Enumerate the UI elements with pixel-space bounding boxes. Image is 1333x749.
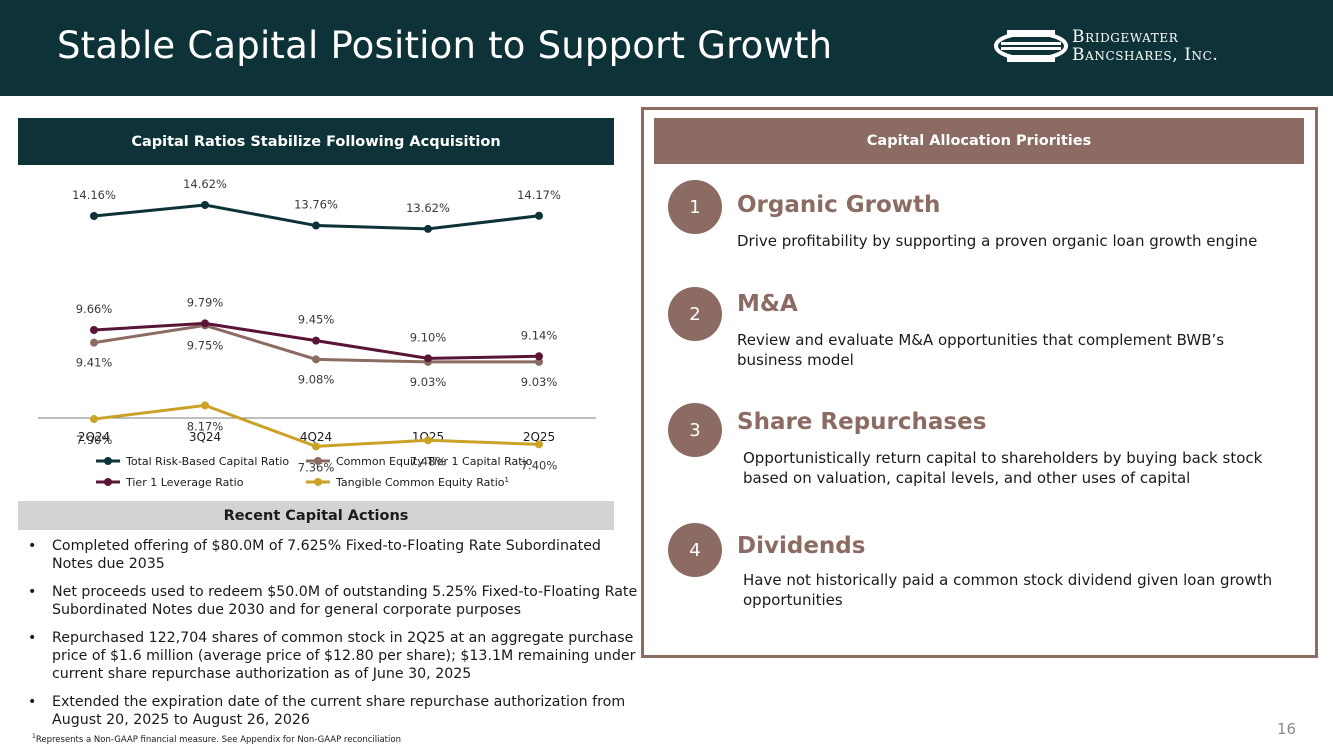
chart-banner: Capital Ratios Stabilize Following Acqui…	[18, 118, 614, 165]
priority-title: Dividends	[737, 533, 866, 559]
data-label: 7.36%	[298, 460, 335, 474]
priorities-banner: Capital Allocation Priorities	[654, 118, 1304, 164]
data-point	[312, 336, 320, 345]
data-point	[424, 224, 432, 233]
header-bar: Stable Capital Position to Support Growt…	[0, 0, 1333, 96]
bullet-icon: •	[28, 694, 37, 710]
footnote-marker: 1	[32, 733, 36, 740]
data-label: 9.41%	[76, 356, 113, 370]
data-label: 13.62%	[406, 201, 450, 215]
priorities-panel: Capital Allocation Priorities 1 Organic …	[641, 107, 1318, 658]
action-item: • Extended the expiration date of the cur…	[28, 693, 638, 729]
priority-title: Share Repurchases	[737, 409, 987, 435]
capital-ratios-chart: 2Q243Q244Q241Q252Q2514.16%14.62%13.76%13…	[18, 168, 618, 498]
x-tick-label: 2Q24	[78, 430, 110, 444]
data-label: 13.76%	[294, 198, 338, 212]
data-label: 14.17%	[517, 188, 561, 202]
data-point	[312, 442, 320, 451]
legend-swatch-dot	[314, 457, 322, 465]
data-point	[312, 221, 320, 230]
legend-swatch-dot	[104, 478, 112, 486]
data-point	[201, 319, 209, 328]
priority-title: Organic Growth	[737, 192, 941, 218]
action-item: • Net proceeds used to redeem $50.0M of o…	[28, 583, 638, 619]
data-label: 9.14%	[521, 328, 558, 342]
data-label: 14.62%	[183, 177, 227, 191]
legend-superscript: 1	[505, 476, 509, 484]
action-text: Completed offering of $80.0M of 7.625% F…	[52, 538, 601, 572]
data-point	[535, 352, 543, 361]
priority-desc: Drive profitability by supporting a prov…	[737, 232, 1258, 250]
number-circle: 1	[668, 180, 722, 234]
number-circle: 2	[668, 287, 722, 341]
data-point	[201, 201, 209, 210]
data-point	[90, 212, 98, 220]
actions-list: • Completed offering of $80.0M of 7.625% …	[28, 537, 638, 739]
x-tick-label: 3Q24	[189, 430, 221, 444]
bullet-icon: •	[28, 584, 37, 600]
data-label: 8.17%	[187, 419, 224, 433]
legend-label: Tangible Common Equity Ratio1	[335, 476, 509, 489]
company-logo: Bridgewater Bancshares, Inc.	[993, 26, 1273, 70]
data-label: 7.90%	[76, 433, 113, 447]
data-label: 9.79%	[187, 295, 224, 309]
priority-desc: Opportunistically return capital to shar…	[743, 449, 1263, 487]
data-label: 9.03%	[410, 375, 447, 389]
data-label: 9.45%	[298, 313, 335, 327]
data-point	[424, 436, 432, 445]
action-item: • Completed offering of $80.0M of 7.625% …	[28, 537, 638, 573]
data-label: 9.10%	[410, 330, 447, 344]
data-point	[90, 415, 98, 424]
data-point	[535, 440, 543, 449]
logo-line-1: Bridgewater	[1072, 27, 1179, 47]
data-point	[201, 401, 209, 410]
footnote: 1Represents a Non-GAAP financial measure…	[32, 733, 401, 745]
action-text: Net proceeds used to redeem $50.0M of ou…	[52, 584, 638, 618]
logo-line-2: Bancshares, Inc.	[1072, 45, 1219, 65]
action-text: Extended the expiration date of the curr…	[52, 694, 626, 728]
legend-swatch-dot	[104, 457, 112, 465]
data-label: 9.08%	[298, 372, 335, 386]
bullet-icon: •	[28, 630, 37, 646]
data-label: 9.66%	[76, 302, 113, 316]
page-number: 16	[1277, 720, 1297, 738]
action-item: • Repurchased 122,704 shares of common st…	[28, 629, 638, 683]
data-label: 9.75%	[187, 338, 224, 352]
footnote-text: Represents a Non-GAAP financial measure.…	[35, 734, 401, 745]
action-text: Repurchased 122,704 shares of common sto…	[52, 630, 636, 682]
legend-label: Total Risk-Based Capital Ratio	[125, 455, 289, 468]
data-point	[424, 354, 432, 363]
data-point	[535, 211, 543, 220]
priority-desc: Review and evaluate M&A opportunities th…	[737, 331, 1225, 369]
x-tick-label: 2Q25	[523, 430, 555, 444]
data-label: 14.16%	[72, 188, 116, 202]
legend-label: Common Equity Tier 1 Capital Ratio	[336, 455, 533, 468]
x-tick-label: 4Q24	[300, 430, 332, 444]
data-point	[312, 355, 320, 364]
logo-mark-icon	[994, 30, 1068, 62]
data-label: 7.40%	[521, 458, 558, 472]
priority-title: M&A	[737, 291, 798, 317]
data-label: 7.48%	[410, 454, 447, 468]
actions-banner: Recent Capital Actions	[18, 501, 614, 530]
bullet-icon: •	[28, 538, 37, 554]
number-circle: 4	[668, 523, 722, 577]
data-point	[535, 357, 543, 366]
legend-label: Tier 1 Leverage Ratio	[125, 476, 244, 489]
chart-svg: 2Q243Q244Q241Q252Q2514.16%14.62%13.76%13…	[38, 177, 596, 489]
logo-text: Bridgewater Bancshares, Inc.	[1072, 28, 1218, 64]
legend-swatch-dot	[314, 478, 322, 486]
number-circle: 3	[668, 403, 722, 457]
data-point	[90, 326, 98, 334]
data-point	[90, 338, 98, 347]
priority-desc: Have not historically paid a common stoc…	[743, 571, 1273, 609]
page-title: Stable Capital Position to Support Growt…	[57, 24, 833, 67]
data-label: 9.03%	[521, 375, 558, 389]
